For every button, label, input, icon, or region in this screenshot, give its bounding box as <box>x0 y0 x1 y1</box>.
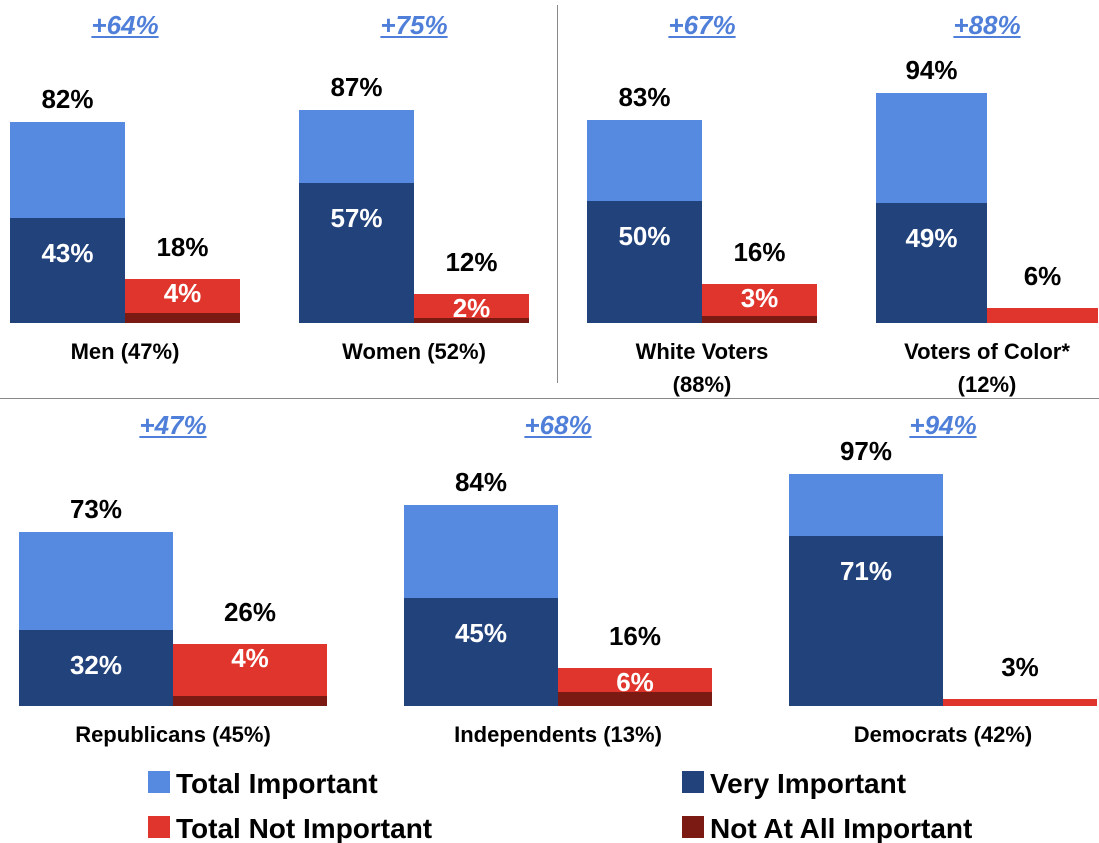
value-label: 71% <box>839 556 893 587</box>
bar <box>10 217 125 323</box>
net-label: +47% <box>139 410 207 440</box>
legend-label: Total Not Important <box>176 813 433 843</box>
divider <box>0 398 1099 399</box>
net-label: +68% <box>524 410 592 440</box>
value-label: 43% <box>41 237 94 268</box>
value-label: 16% <box>608 620 662 651</box>
net-label: +94% <box>909 410 977 440</box>
bar <box>587 200 702 323</box>
value-label: 3% <box>740 282 779 313</box>
category-label: Democrats (42%) <box>853 722 1033 747</box>
value-label: 4% <box>231 642 269 673</box>
bar <box>702 315 817 323</box>
legend-swatch <box>682 771 704 793</box>
bar <box>987 308 1098 323</box>
net-label: +88% <box>953 10 1021 40</box>
value-label: 83% <box>618 81 671 112</box>
value-label: 45% <box>454 618 508 649</box>
bar <box>943 698 1097 706</box>
bar <box>414 293 529 323</box>
bar <box>789 536 943 706</box>
category-label: Women (52%) <box>342 339 486 364</box>
value-label: 49% <box>905 222 958 253</box>
bar <box>404 598 558 706</box>
value-label: 50% <box>618 220 671 251</box>
divider <box>557 5 558 383</box>
net-label: +64% <box>91 10 159 40</box>
value-label: 32% <box>69 649 123 680</box>
value-label: 4% <box>163 277 202 308</box>
net-label: +67% <box>668 10 736 40</box>
bar <box>414 318 529 323</box>
value-label: 87% <box>330 71 383 102</box>
value-label: 6% <box>616 666 654 697</box>
category-label: Independents (13%) <box>454 722 662 747</box>
value-label: 84% <box>454 467 508 498</box>
category-label: Republicans (45%) <box>75 722 271 747</box>
bar <box>299 183 414 323</box>
value-label: 82% <box>41 84 94 115</box>
category-label: White Voters (88%) <box>635 339 769 397</box>
category-label: Men (47%) <box>70 339 180 364</box>
legend-label: Very Important <box>710 768 907 799</box>
value-label: 97% <box>839 436 893 467</box>
value-label: 94% <box>905 54 958 85</box>
value-label: 57% <box>330 203 383 234</box>
net-label: +75% <box>380 10 448 40</box>
bar <box>558 691 712 706</box>
legend-swatch <box>148 816 170 838</box>
value-label: 2% <box>452 292 491 323</box>
value-label: 6% <box>1023 261 1062 292</box>
legend-swatch <box>682 816 704 838</box>
legend-label: Not At All Important <box>710 813 973 843</box>
legend-swatch <box>148 771 170 793</box>
bar <box>876 202 987 323</box>
value-label: 16% <box>733 236 786 267</box>
value-label: 18% <box>156 231 209 262</box>
legend-label: Total Important <box>176 768 378 799</box>
value-label: 12% <box>445 246 498 277</box>
category-label: Voters of Color* (12%) <box>904 339 1070 397</box>
bar <box>19 629 173 706</box>
value-label: 3% <box>1001 651 1039 682</box>
bar <box>125 313 240 323</box>
bar <box>173 696 327 706</box>
value-label: 73% <box>69 493 123 524</box>
bar <box>173 643 327 706</box>
value-label: 26% <box>223 596 277 627</box>
